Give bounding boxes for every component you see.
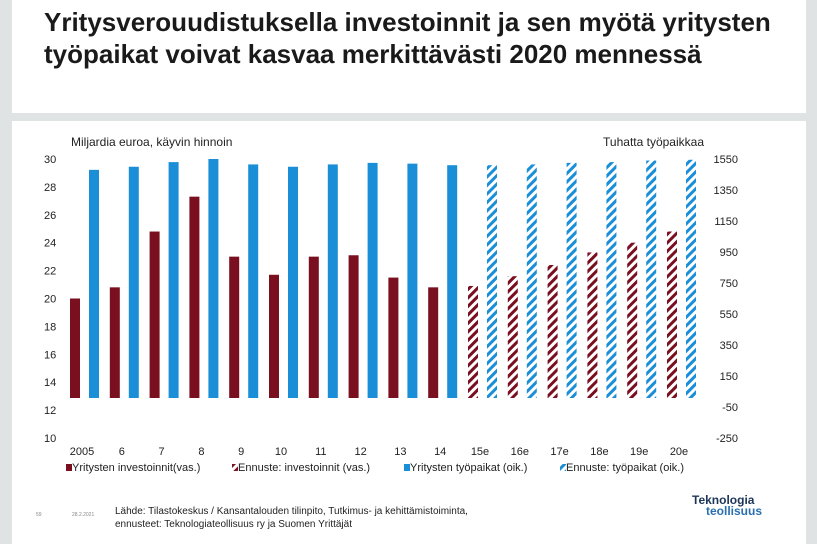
category-label: 20e <box>670 446 688 458</box>
investment-bar <box>269 274 279 398</box>
jobs-bar <box>327 164 338 398</box>
legend-jobs-swatch <box>404 464 410 471</box>
investment-bar <box>348 255 359 398</box>
category-label: 6 <box>119 446 125 458</box>
source-line-1: Lähde: Tilastokeskus / Kansantalouden ti… <box>115 506 468 517</box>
investment-forecast-bar <box>587 252 598 398</box>
left-tick-label: 22 <box>44 266 56 278</box>
left-tick-label: 30 <box>44 154 56 166</box>
investment-forecast-bar <box>667 231 677 398</box>
investment-forecast-bar <box>627 242 638 398</box>
page-number: 59 <box>36 512 42 518</box>
jobs-bar <box>288 166 298 398</box>
legend-investments-forecast-swatch <box>232 464 238 471</box>
right-tick-label: -50 <box>722 402 738 414</box>
teknologiateollisuus-logo: Teknologia teollisuus <box>692 493 763 518</box>
right-tick-label: 350 <box>720 340 738 352</box>
legend-investments-forecast-label: Ennuste: investoinnit (vas.) <box>238 462 370 474</box>
left-tick-label: 26 <box>44 210 56 222</box>
right-tick-label: 1150 <box>714 216 738 228</box>
investment-bar <box>388 277 399 398</box>
jobs-bar <box>89 169 99 398</box>
category-label: 11 <box>315 446 326 458</box>
right-tick-label: 550 <box>720 309 738 321</box>
jobs-bar <box>248 164 259 398</box>
slide-title: Yritysverouudistuksella investoinnit ja … <box>44 7 771 69</box>
jobs-bar <box>208 159 219 398</box>
jobs-bar <box>128 166 139 398</box>
legend-jobs-label: Yritysten työpaikat (oik.) <box>410 462 527 474</box>
left-tick-label: 24 <box>44 238 56 250</box>
source-line-2: ennusteet: Teknologiateollisuus ry ja Su… <box>115 519 352 530</box>
jobs-forecast-bar <box>487 165 497 398</box>
category-label: 13 <box>394 446 406 458</box>
right-axis-title: Tuhatta työpaikkaa <box>603 135 704 149</box>
investment-forecast-bar <box>468 285 478 398</box>
investment-bar <box>70 298 80 398</box>
jobs-forecast-bar <box>646 160 657 398</box>
jobs-bar <box>407 163 418 398</box>
jobs-forecast-bar <box>606 162 617 398</box>
category-label: 10 <box>275 446 287 458</box>
jobs-bar <box>447 165 458 398</box>
logo-line-2: teollisuus <box>706 504 763 518</box>
category-label: 12 <box>354 446 366 458</box>
left-tick-label: 16 <box>44 349 56 361</box>
right-tick-label: -250 <box>716 433 738 445</box>
category-label: 8 <box>198 446 204 458</box>
left-tick-label: 18 <box>44 321 56 333</box>
investment-bar <box>149 231 160 398</box>
legend-jobs-forecast-label: Ennuste: työpaikat (oik.) <box>566 462 684 474</box>
right-tick-label: 1350 <box>714 185 738 197</box>
right-tick-label: 950 <box>720 247 738 259</box>
left-axis-title: Miljardia euroa, käyvin hinnoin <box>71 135 232 149</box>
jobs-bar <box>168 162 179 398</box>
slide-date: 28.2.2021 <box>72 512 95 518</box>
right-tick-label: 150 <box>720 371 738 383</box>
investment-bar <box>308 256 319 398</box>
category-label: 18e <box>590 446 608 458</box>
jobs-forecast-bar <box>566 162 577 398</box>
jobs-bar <box>367 162 378 398</box>
legend-investments-label: Yritysten investoinnit(vas.) <box>72 462 200 474</box>
right-tick-label: 750 <box>720 278 738 290</box>
investment-forecast-bar <box>507 276 518 398</box>
category-label: 14 <box>434 446 446 458</box>
category-label: 16e <box>511 446 529 458</box>
legend-jobs-forecast-swatch <box>560 464 566 471</box>
investment-bar <box>109 287 120 398</box>
left-tick-label: 20 <box>44 294 56 306</box>
legend-investments-swatch <box>66 464 72 471</box>
jobs-forecast-bar <box>686 159 696 398</box>
left-tick-label: 10 <box>44 433 56 445</box>
investment-bar <box>428 287 439 398</box>
category-label: 7 <box>159 446 165 458</box>
category-label: 9 <box>238 446 244 458</box>
category-label: 15e <box>471 446 489 458</box>
category-label: 19e <box>630 446 648 458</box>
category-label: 2005 <box>70 446 94 458</box>
left-tick-label: 28 <box>44 182 56 194</box>
left-tick-label: 12 <box>44 405 56 417</box>
right-tick-label: 1550 <box>714 154 738 166</box>
investment-bar <box>189 196 200 398</box>
category-label: 17e <box>550 446 568 458</box>
title-panel <box>12 0 806 113</box>
investment-bar <box>229 256 240 398</box>
logo-line-1: Teknologia <box>692 493 755 507</box>
investment-forecast-bar <box>547 265 558 398</box>
jobs-forecast-bar <box>526 164 537 398</box>
left-tick-label: 14 <box>44 377 56 389</box>
